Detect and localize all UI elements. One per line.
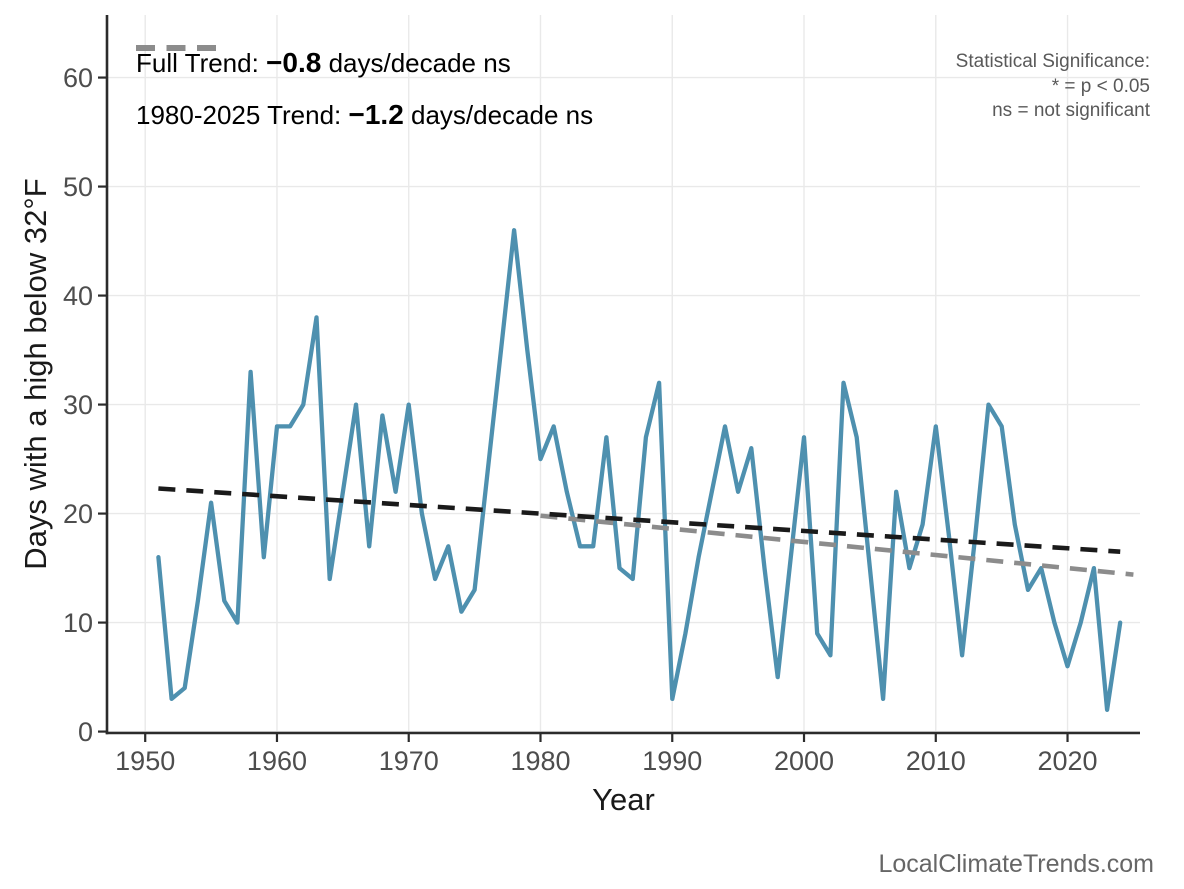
legend: Full Trend: −0.8 days/decade ns 1980-202… bbox=[136, 44, 593, 148]
y-tick-label: 30 bbox=[63, 390, 93, 420]
y-tick-label: 20 bbox=[63, 499, 93, 529]
x-tick-label: 2000 bbox=[774, 746, 834, 776]
trend-line-full-trend bbox=[158, 486, 1121, 555]
x-tick-label: 1970 bbox=[379, 746, 439, 776]
watermark: LocalClimateTrends.com bbox=[878, 850, 1154, 878]
legend-label-suffix: days/decade ns bbox=[321, 48, 511, 78]
legend-item-recent-trend: 1980-2025 Trend: −1.2 days/decade ns bbox=[136, 45, 593, 134]
significance-note-star: * = p < 0.05 bbox=[1051, 75, 1150, 97]
x-tick-label: 1980 bbox=[510, 746, 570, 776]
x-axis-title: Year bbox=[592, 782, 655, 817]
recent-trend-dash-icon bbox=[136, 45, 216, 51]
x-tick-label: 1960 bbox=[247, 746, 307, 776]
legend-trend-value: −1.2 bbox=[348, 99, 404, 130]
y-tick-label: 60 bbox=[63, 63, 93, 93]
legend-trend-value: −0.8 bbox=[266, 47, 322, 78]
trend-line-trend-1980-2025 bbox=[540, 513, 1134, 577]
series-line-days-high-below-32 bbox=[156, 228, 1123, 712]
legend-label-prefix: 1980-2025 Trend: bbox=[136, 100, 349, 130]
x-tick-label: 2010 bbox=[906, 746, 966, 776]
legend-label-prefix: Full Trend: bbox=[136, 48, 267, 78]
significance-note-title: Statistical Significance: bbox=[955, 51, 1150, 72]
legend-label-recent-trend: 1980-2025 Trend: −1.2 days/decade ns bbox=[136, 99, 593, 131]
y-tick-label: 50 bbox=[63, 172, 93, 202]
y-tick-label: 0 bbox=[78, 717, 93, 747]
legend-label-suffix: days/decade ns bbox=[403, 100, 594, 130]
x-tick-label: 2020 bbox=[1037, 746, 1097, 776]
x-tick-label: 1990 bbox=[642, 746, 702, 776]
significance-note: Statistical Significance: * = p < 0.05 n… bbox=[956, 50, 1150, 124]
legend-label-full-trend: Full Trend: −0.8 days/decade ns bbox=[136, 47, 511, 79]
significance-note-ns: ns = not significant bbox=[992, 100, 1150, 121]
x-tick-label: 1950 bbox=[115, 746, 175, 776]
y-tick-label: 40 bbox=[63, 281, 93, 311]
y-tick-label: 10 bbox=[63, 608, 93, 638]
legend-item-full-trend: Full Trend: −0.8 days/decade ns bbox=[136, 44, 593, 82]
y-axis-title: Days with a high below 32°F bbox=[18, 178, 53, 570]
